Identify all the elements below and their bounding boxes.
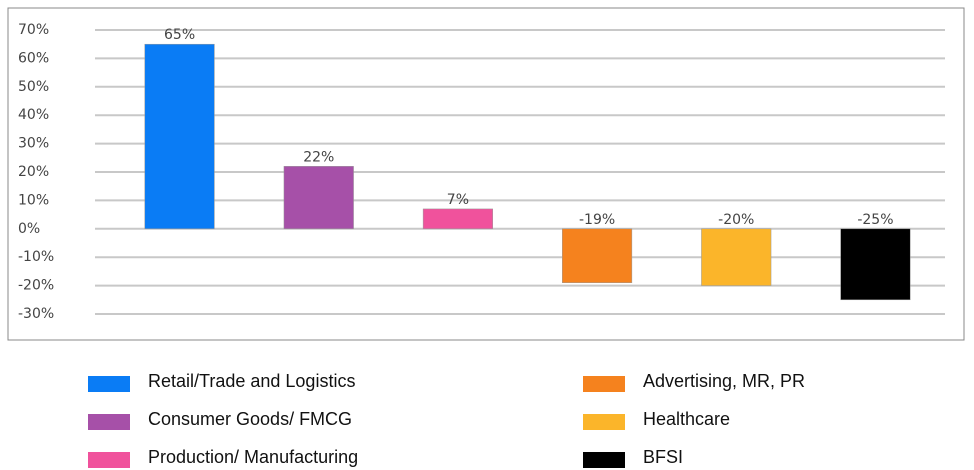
- y-tick-label: 10%: [18, 192, 49, 208]
- y-tick-label: 20%: [18, 164, 49, 180]
- value-label: 65%: [164, 27, 195, 43]
- y-tick-label: 50%: [18, 79, 49, 95]
- legend-swatch: [88, 376, 130, 392]
- y-tick-label: -20%: [18, 278, 54, 294]
- legend-label: Retail/Trade and Logistics: [148, 371, 355, 391]
- legend-swatch: [583, 376, 625, 392]
- legend-label: Production/ Manufacturing: [148, 447, 358, 467]
- y-tick-label: -10%: [18, 249, 54, 265]
- y-tick-label: 0%: [18, 221, 40, 237]
- bar: [840, 228, 911, 301]
- bar: [422, 208, 493, 230]
- legend-label: Healthcare: [643, 409, 730, 429]
- y-tick-label: 60%: [18, 50, 49, 66]
- legend-label: Consumer Goods/ FMCG: [148, 409, 352, 429]
- bar: [283, 166, 354, 230]
- bar: [701, 228, 772, 286]
- value-label: 22%: [303, 149, 334, 165]
- value-label: -25%: [857, 212, 893, 228]
- y-tick-label: 70%: [18, 22, 49, 38]
- legend-swatch: [583, 414, 625, 430]
- y-tick-label: -30%: [18, 306, 54, 322]
- legend-swatch: [88, 414, 130, 430]
- legend-label: Advertising, MR, PR: [643, 371, 805, 391]
- legend-label: BFSI: [643, 447, 683, 467]
- y-tick-label: 30%: [18, 136, 49, 152]
- y-tick-label: 40%: [18, 107, 49, 123]
- value-label: -20%: [718, 212, 754, 228]
- value-label: 7%: [447, 192, 469, 208]
- bar: [562, 228, 633, 284]
- bar: [144, 43, 215, 230]
- value-label: -19%: [579, 212, 615, 228]
- legend-swatch: [583, 452, 625, 468]
- legend-swatch: [88, 452, 130, 468]
